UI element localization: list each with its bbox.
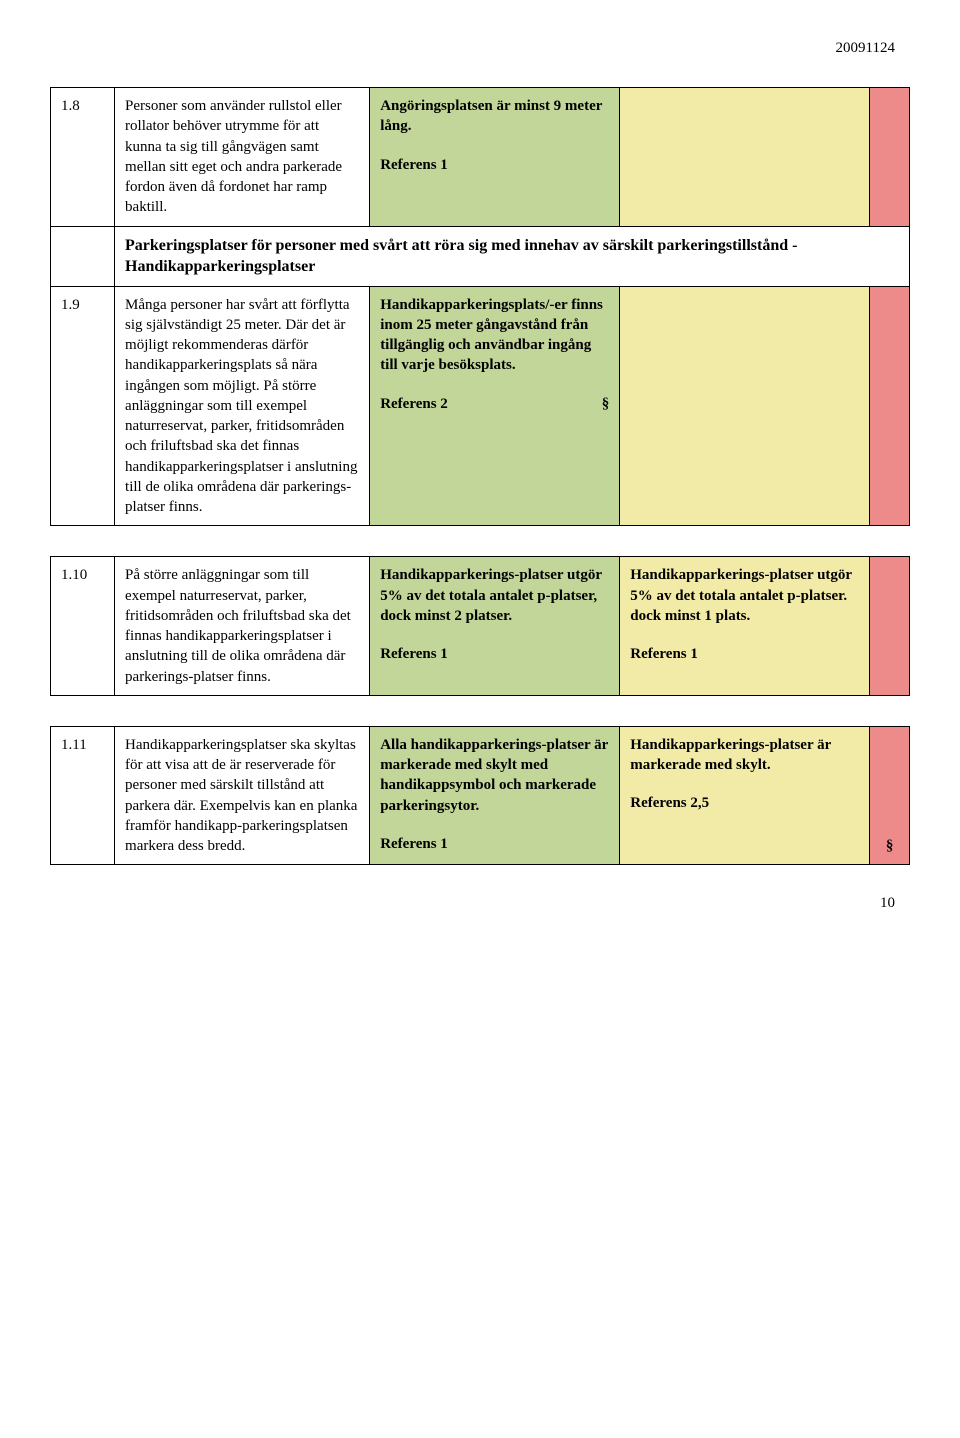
table-row: 1.9 Många personer har svårt att förflyt… bbox=[51, 286, 910, 526]
document-date: 20091124 bbox=[50, 40, 910, 57]
page-number: 10 bbox=[50, 895, 910, 912]
requirements-table: 1.8 Personer som använder rullstol eller… bbox=[50, 87, 910, 865]
requirement-text: Handikapparkerings-platser är markerade … bbox=[630, 735, 859, 776]
row-number: 1.11 bbox=[51, 726, 115, 865]
paragraph-symbol: § bbox=[602, 394, 610, 414]
reference: Referens 1 bbox=[630, 644, 859, 664]
spacer-row bbox=[51, 695, 910, 726]
section-header-row: Parkeringsplatser för personer med svårt… bbox=[51, 226, 910, 286]
reference: Referens 1 bbox=[380, 644, 609, 664]
paragraph-symbol: § bbox=[880, 836, 899, 856]
table-row: 1.8 Personer som använder rullstol eller… bbox=[51, 88, 910, 227]
yellow-cell bbox=[620, 88, 870, 227]
red-cell: § bbox=[870, 726, 910, 865]
section-title: Parkeringsplatser för personer med svårt… bbox=[115, 226, 910, 286]
row-number: 1.8 bbox=[51, 88, 115, 227]
requirement-text: Alla handikapparkerings-platser är marke… bbox=[380, 735, 609, 816]
reference: Referens 2,5 bbox=[630, 793, 709, 813]
green-cell: Alla handikapparkerings-platser är marke… bbox=[370, 726, 620, 865]
red-cell bbox=[870, 88, 910, 227]
reference: Referens 1 bbox=[380, 834, 609, 854]
green-cell: Handikapparkerings-platser utgör 5% av d… bbox=[370, 557, 620, 696]
row-number: 1.10 bbox=[51, 557, 115, 696]
red-cell bbox=[870, 557, 910, 696]
requirement-text: Handikapparkerings-platser utgör 5% av d… bbox=[380, 565, 609, 626]
yellow-cell: Handikapparkerings-platser utgör 5% av d… bbox=[620, 557, 870, 696]
green-cell: Handikapparkeringsplats/-er finns inom 2… bbox=[370, 286, 620, 526]
requirement-text: Handikapparkerings-platser utgör 5% av d… bbox=[630, 565, 859, 626]
yellow-cell: Handikapparkerings-platser är markerade … bbox=[620, 726, 870, 865]
reference: Referens 1 bbox=[380, 155, 609, 175]
description-cell: På större anläggningar som till exempel … bbox=[115, 557, 370, 696]
description-cell: Handikapparkeringsplatser ska skyltas fö… bbox=[115, 726, 370, 865]
description-cell: Personer som använder rullstol eller rol… bbox=[115, 88, 370, 227]
requirement-text: Handikapparkeringsplats/-er finns inom 2… bbox=[380, 295, 609, 376]
spacer-row bbox=[51, 526, 910, 557]
row-number: 1.9 bbox=[51, 286, 115, 526]
requirement-text: Angöringsplatsen är minst 9 meter lång. bbox=[380, 96, 609, 137]
reference: Referens 2 bbox=[380, 394, 448, 414]
description-cell: Många personer har svårt att förflytta s… bbox=[115, 286, 370, 526]
table-row: 1.10 På större anläggningar som till exe… bbox=[51, 557, 910, 696]
red-cell bbox=[870, 286, 910, 526]
empty-cell bbox=[51, 226, 115, 286]
table-row: 1.11 Handikapparkeringsplatser ska skylt… bbox=[51, 726, 910, 865]
yellow-cell bbox=[620, 286, 870, 526]
green-cell: Angöringsplatsen är minst 9 meter lång. … bbox=[370, 88, 620, 227]
